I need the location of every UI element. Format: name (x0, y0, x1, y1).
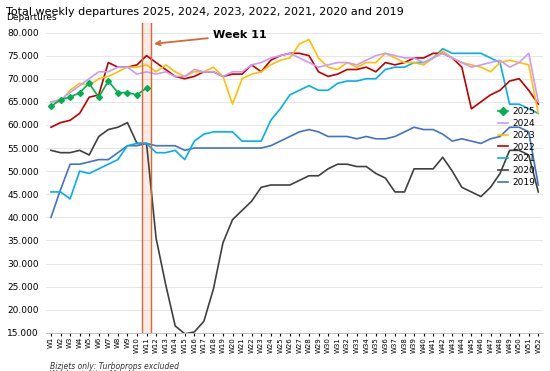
2024 (535, 99, 542, 104)
2021 (354, 79, 360, 83)
2024 (219, 74, 226, 79)
2021 (439, 46, 446, 51)
2019 (219, 146, 226, 150)
2023 (507, 58, 513, 62)
2022 (277, 53, 284, 58)
2019 (363, 134, 370, 139)
2019 (411, 125, 417, 129)
2021 (535, 111, 542, 116)
2020 (239, 208, 245, 213)
2025 (76, 91, 83, 95)
2019 (535, 183, 542, 187)
2025 (124, 91, 131, 95)
2021 (48, 190, 54, 194)
2024 (354, 63, 360, 67)
2025 (96, 95, 102, 99)
2019 (507, 125, 513, 129)
2025 (134, 93, 140, 97)
2020 (182, 332, 188, 336)
2025 (105, 79, 112, 83)
2020 (363, 164, 370, 169)
2022 (48, 125, 54, 129)
2024 (48, 99, 54, 104)
2025 (143, 86, 150, 90)
2025 (48, 104, 54, 109)
2021 (315, 88, 322, 92)
Text: Weeks starting Monday: Weeks starting Monday (50, 370, 140, 371)
2023 (86, 83, 92, 88)
2022 (507, 79, 513, 83)
Line: 2022: 2022 (51, 53, 538, 127)
2019 (344, 134, 350, 139)
Bar (142, 23, 151, 333)
2020 (124, 121, 131, 125)
2024 (507, 65, 513, 69)
Line: 2023: 2023 (51, 39, 538, 114)
2023 (372, 60, 379, 65)
2024 (277, 53, 284, 58)
Text: Total weekly departures 2025, 2024, 2023, 2022, 2021, 2020 and 2019: Total weekly departures 2025, 2024, 2023… (7, 7, 404, 17)
2021 (372, 76, 379, 81)
2020 (86, 153, 92, 157)
2020 (535, 190, 542, 194)
2022 (354, 67, 360, 72)
2023 (219, 74, 226, 79)
2020 (324, 167, 331, 171)
Text: Week 11: Week 11 (156, 30, 267, 45)
Line: 2021: 2021 (51, 49, 538, 199)
2019 (48, 215, 54, 220)
2025 (86, 81, 92, 86)
2020 (48, 148, 54, 152)
Legend: 2025, 2024, 2023, 2022, 2021, 2020, 2019: 2025, 2024, 2023, 2022, 2021, 2020, 2019 (494, 104, 538, 190)
2021 (229, 129, 236, 134)
2022 (287, 51, 293, 56)
Line: 2024: 2024 (51, 53, 538, 102)
Text: Bizjets only: Turboprops excluded: Bizjets only: Turboprops excluded (50, 362, 179, 371)
2025 (57, 97, 64, 102)
2022 (372, 70, 379, 74)
2021 (96, 167, 102, 171)
2019 (86, 160, 92, 164)
2023 (535, 111, 542, 116)
2023 (354, 65, 360, 69)
2023 (48, 99, 54, 104)
2019 (277, 139, 284, 143)
Line: 2019: 2019 (51, 127, 538, 217)
2025 (114, 91, 121, 95)
Text: Departures: Departures (7, 13, 57, 22)
2022 (219, 74, 226, 79)
2024 (372, 53, 379, 58)
2022 (535, 102, 542, 106)
2021 (287, 93, 293, 97)
2023 (306, 37, 312, 42)
2023 (277, 58, 284, 62)
2020 (296, 178, 303, 183)
2024 (287, 51, 293, 56)
Line: 2025: 2025 (49, 79, 148, 109)
Line: 2020: 2020 (51, 123, 538, 334)
2022 (86, 95, 92, 99)
2024 (86, 76, 92, 81)
2025 (67, 95, 73, 99)
2021 (67, 197, 73, 201)
2020 (382, 176, 389, 180)
